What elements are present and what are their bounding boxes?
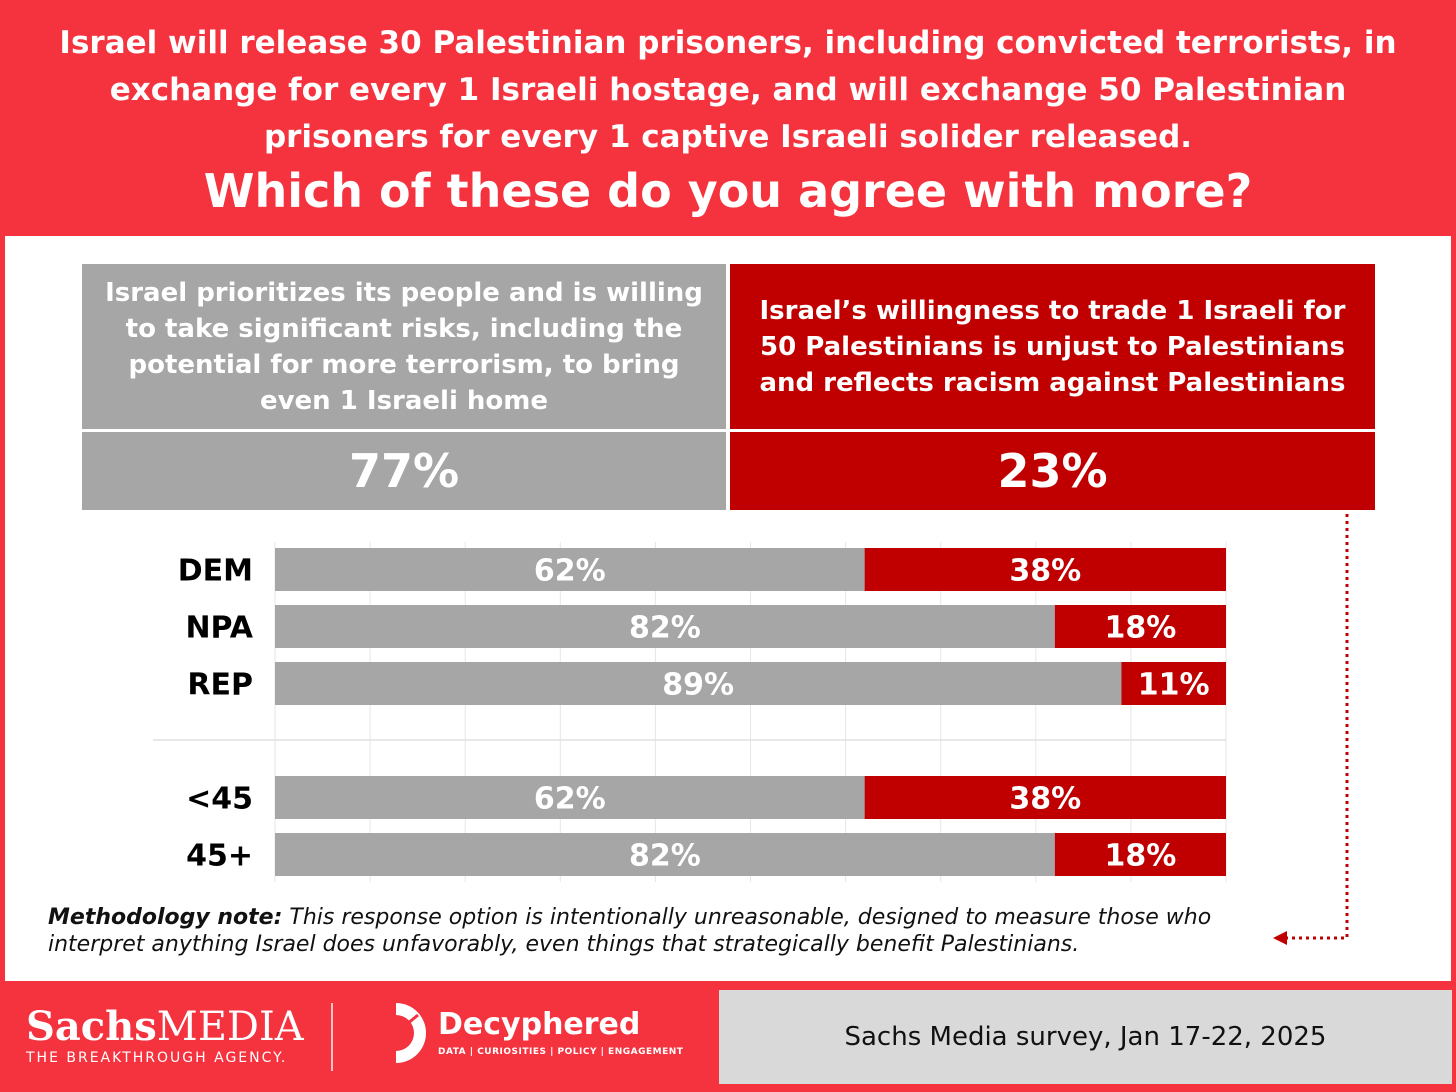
breakdown-chart: DEM 62% 38% NPA 82% 18% REP 89% 11% <45 62% 38% 45+ 8… — [153, 514, 1349, 945]
data-label: 82% — [629, 611, 701, 646]
data-label: 89% — [662, 668, 734, 703]
bar-segment — [864, 776, 1226, 819]
methodology-label: Methodology note: — [48, 905, 283, 930]
option-right-label: Israel’s willingness to trade 1 Israeli … — [730, 264, 1375, 429]
survey-prompt: Which of these do you agree with more? — [203, 164, 1253, 218]
bar-segment — [275, 776, 865, 819]
data-label: 82% — [629, 839, 701, 874]
header: Israel will release 30 Palestinian priso… — [0, 0, 1456, 236]
bar-segment — [1121, 662, 1226, 705]
logo1-rest: MEDIA — [156, 1004, 304, 1050]
option-left-label: Israel prioritizes its people and is wil… — [82, 264, 726, 429]
sachs-media-logo: SachsMEDIA THE BREAKTHROUGH AGENCY. — [26, 1005, 304, 1067]
chart-bars: DEM 62% 38% NPA 82% 18% REP 89% 11% <45 62% 38% 45+ 8… — [178, 548, 1226, 876]
data-label: 11% — [1138, 668, 1210, 703]
data-label: 18% — [1105, 611, 1177, 646]
methodology-note: Methodology note: This response option i… — [48, 904, 1268, 958]
dotted-arrow — [1273, 514, 1349, 945]
data-label: 38% — [1009, 782, 1081, 817]
category-label: 45+ — [186, 839, 253, 874]
logo2-tagline: DATA | CURIOSITIES | POLICY | ENGAGEMENT — [438, 1047, 684, 1057]
data-label: 18% — [1105, 839, 1177, 874]
survey-question: Israel will release 30 Palestinian priso… — [59, 25, 1397, 155]
bar-segment — [864, 548, 1226, 591]
data-label: 62% — [534, 554, 606, 589]
category-label: NPA — [185, 611, 253, 646]
decyphered-mark-icon — [395, 1003, 426, 1063]
methodology-text: This response option is intentionally un… — [48, 905, 1212, 957]
bar-segment — [275, 662, 1122, 705]
chart-gridlines — [274, 542, 1227, 882]
footer-divider — [331, 1003, 333, 1071]
category-label: REP — [187, 668, 253, 703]
footer: SachsMEDIA THE BREAKTHROUGH AGENCY. Decy… — [0, 981, 1456, 1092]
logo1-tagline: THE BREAKTHROUGH AGENCY. — [26, 1050, 288, 1066]
bar-segment — [275, 605, 1055, 648]
bar-segment — [1054, 605, 1226, 648]
category-label: DEM — [178, 554, 253, 589]
option-right-value: 23% — [730, 432, 1375, 510]
data-label: 38% — [1009, 554, 1081, 589]
logo1-bold: Sachs — [26, 1003, 157, 1050]
option-left-value: 77% — [82, 432, 726, 510]
bar-segment — [275, 548, 865, 591]
category-label: <45 — [186, 782, 253, 817]
bar-segment — [275, 833, 1055, 876]
source-note: Sachs Media survey, Jan 17-22, 2025 — [719, 990, 1452, 1084]
bar-segment — [1054, 833, 1226, 876]
logo2-name: Decyphered — [438, 1007, 641, 1042]
data-label: 62% — [534, 782, 606, 817]
